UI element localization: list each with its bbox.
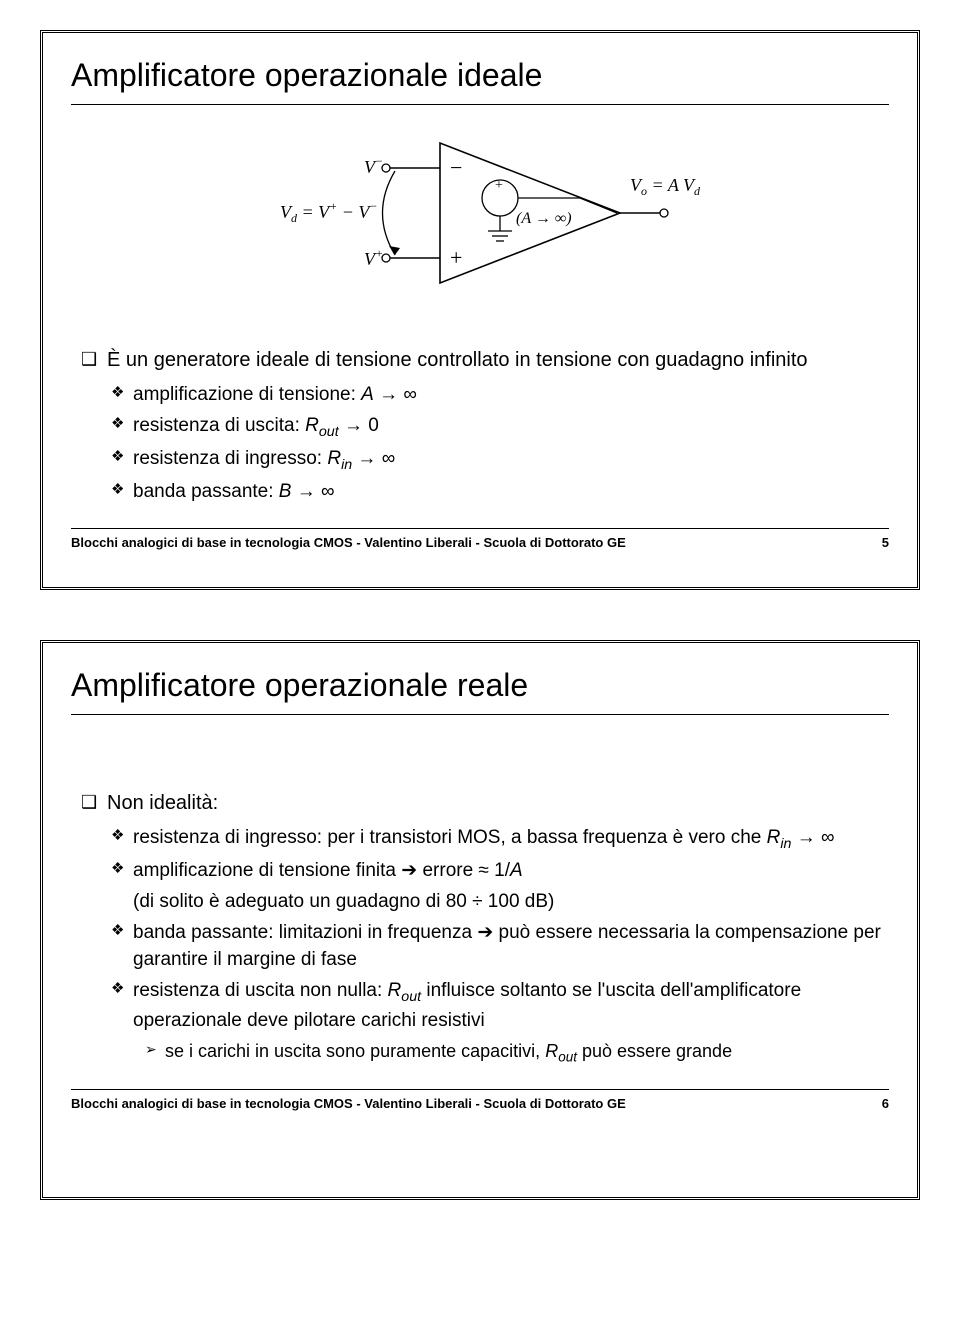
sub: out (558, 1049, 577, 1064)
var: R (305, 415, 319, 436)
bullet-amp-finite: amplificazione di tensione finita ➔ erro… (111, 857, 889, 885)
bullet-capacitive: se i carichi in uscita sono puramente ca… (145, 1038, 889, 1067)
page: Amplificatore operazionale ideale − + (0, 0, 960, 1270)
slide-2: Amplificatore operazionale reale Non ide… (40, 640, 920, 1200)
slide-2-footer: Blocchi analogici di base in tecnologia … (71, 1089, 889, 1111)
page-number: 6 (882, 1096, 889, 1111)
slide-1-bullets: È un generatore ideale di tensione contr… (71, 346, 889, 506)
footer-text: Blocchi analogici di base in tecnologia … (71, 1096, 626, 1111)
opamp-diagram: − + + (A → ∞) V− V+ (71, 123, 889, 328)
bullet-main-1: È un generatore ideale di tensione contr… (81, 346, 889, 375)
page-number: 5 (882, 535, 889, 550)
txt: banda passante: (133, 481, 279, 502)
sub: in (341, 457, 352, 473)
slide-1-footer: Blocchi analogici di base in tecnologia … (71, 528, 889, 550)
txt: banda passante: limitazioni in frequenza (133, 922, 477, 943)
bullet-bandwidth: banda passante: limitazioni in frequenza… (111, 919, 889, 974)
slide-1-title: Amplificatore operazionale ideale (71, 57, 889, 94)
plus-label: + (450, 245, 462, 270)
var: R (545, 1041, 558, 1061)
txt: errore ≈ 1/ (417, 860, 510, 881)
txt: può essere grande (577, 1041, 732, 1061)
var: R (388, 980, 402, 1001)
gain-label: (A → ∞) (516, 210, 572, 227)
bullet-amp: amplificazione di tensione: A → ∞ (111, 381, 889, 409)
txt: amplificazione di tensione: (133, 384, 361, 405)
title-rule-2 (71, 714, 889, 715)
minus-label: − (450, 155, 462, 180)
bullet-main-2: Non idealità: (81, 789, 889, 818)
arrow-icon: ➔ (401, 860, 417, 881)
vplus-label: V+ (364, 246, 383, 269)
vminus-label: V− (364, 154, 383, 177)
arrow-icon: ➔ (477, 922, 493, 943)
slide-2-bullets: Non idealità: resistenza di ingresso: pe… (71, 789, 889, 1067)
txt: → ∞ (791, 827, 834, 848)
txt: resistenza di ingresso: (133, 448, 327, 469)
sub: out (401, 988, 421, 1004)
opamp-svg: − + + (A → ∞) V− V+ (220, 123, 740, 323)
txt: → ∞ (352, 448, 395, 469)
bullet-rin-real: resistenza di ingresso: per i transistor… (111, 824, 889, 854)
var: R (327, 448, 341, 469)
footer-text: Blocchi analogici di base in tecnologia … (71, 535, 626, 550)
var: A (361, 384, 374, 405)
txt: resistenza di uscita: (133, 415, 305, 436)
bullet-rout: resistenza di uscita: Rout → 0 (111, 412, 889, 442)
txt: amplificazione di tensione finita (133, 860, 401, 881)
txt: resistenza di ingresso: per i transistor… (133, 827, 767, 848)
txt: se i carichi in uscita sono puramente ca… (165, 1041, 545, 1061)
sub: in (780, 836, 791, 852)
bullet-rout-real: resistenza di uscita non nulla: Rout inf… (111, 977, 889, 1035)
bullet-amp-finite-cont: (di solito è adeguato un guadagno di 80 … (133, 888, 889, 916)
spacer (71, 733, 889, 783)
slide-2-title: Amplificatore operazionale reale (71, 667, 889, 704)
bullet-band: banda passante: B → ∞ (111, 478, 889, 506)
source-plus: + (495, 178, 503, 193)
vo-label: Vo = A Vd (630, 175, 701, 198)
txt: resistenza di uscita non nulla: (133, 980, 388, 1001)
var: R (767, 827, 781, 848)
txt: → ∞ (291, 481, 334, 502)
sub: out (319, 423, 339, 439)
bullet-rin: resistenza di ingresso: Rin → ∞ (111, 445, 889, 475)
title-rule (71, 104, 889, 105)
slide-1: Amplificatore operazionale ideale − + (40, 30, 920, 590)
var: A (510, 860, 523, 881)
var: B (279, 481, 292, 502)
txt: → ∞ (374, 384, 417, 405)
txt: → 0 (339, 415, 379, 436)
vd-label: Vd = V+ − V− (280, 199, 378, 225)
